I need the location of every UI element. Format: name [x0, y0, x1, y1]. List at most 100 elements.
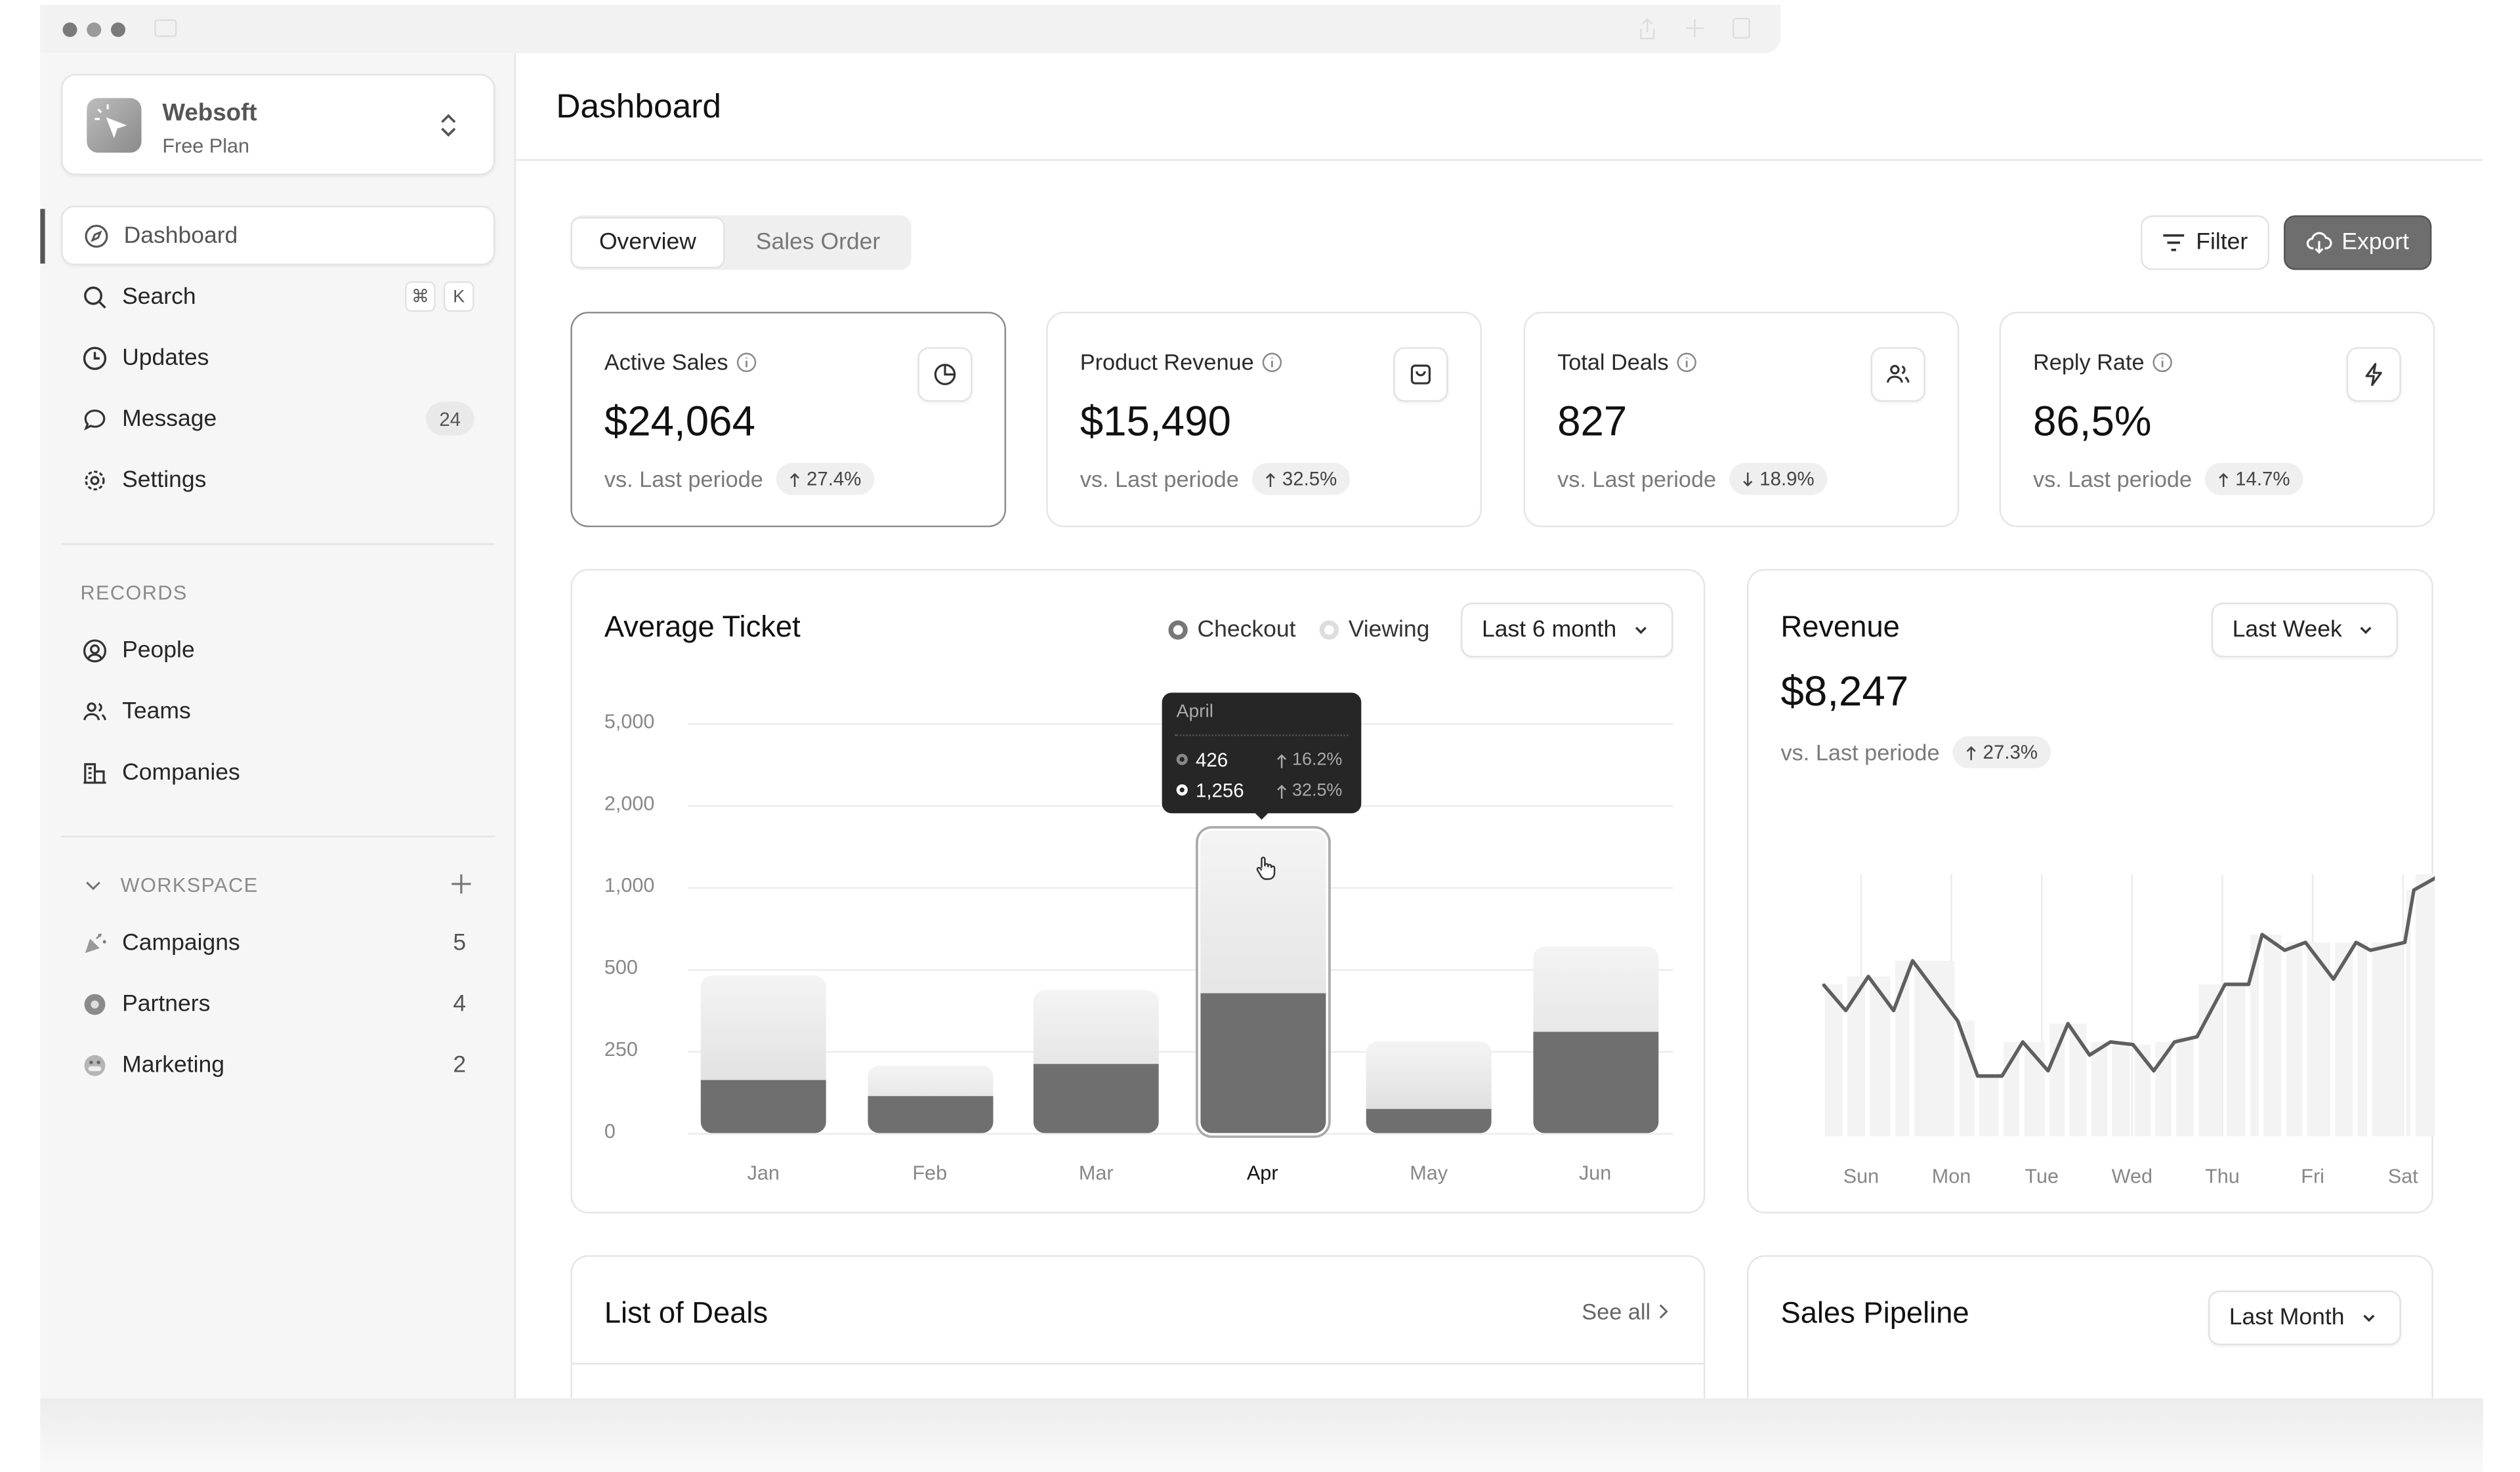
info-icon[interactable]	[1262, 351, 1283, 372]
workspace-logo	[87, 98, 142, 153]
sidebar-item-companies[interactable]: Companies	[61, 742, 495, 802]
average-ticket-chart: 0 250 500 1,000 2,000 5,000 Jan Feb Mar Apr May Jun	[572, 570, 1707, 1215]
sidebar-item-teams[interactable]: Teams	[61, 681, 495, 741]
kpi-comparison: vs. Last periode 14.7%	[2033, 463, 2303, 495]
comparison-label: vs. Last periode	[604, 466, 763, 492]
area-stripe	[2372, 942, 2402, 1137]
message-icon	[84, 408, 106, 430]
sidebar-item-campaigns[interactable]: Campaigns 5	[61, 913, 495, 973]
bar-may[interactable]	[1366, 1041, 1492, 1133]
pie-chart-button[interactable]	[917, 347, 973, 402]
chevron-down-icon	[2360, 627, 2372, 635]
sidebar-item-partners[interactable]: Partners 4	[61, 974, 495, 1034]
x-tick-label: Jan	[747, 1162, 780, 1185]
sidebar-item-search[interactable]: Search ⌘ K	[61, 267, 495, 327]
kpi-value: $15,490	[1080, 396, 1231, 446]
kpi-card[interactable]: Active Sales $24,064 vs. Last periode 27…	[570, 312, 1007, 528]
sidebar-item-settings[interactable]: Settings	[61, 450, 495, 510]
sidebar-item-dashboard[interactable]: Dashboard	[61, 205, 495, 266]
chevron-down-icon	[1635, 627, 1647, 635]
building-icon	[83, 762, 106, 784]
tooltip-change: 32.5%	[1292, 781, 1343, 801]
chevron-right-icon	[1659, 1304, 1668, 1319]
bar-jan[interactable]	[700, 975, 826, 1133]
line-point	[2224, 983, 2226, 986]
range-select[interactable]: Last 6 month	[1461, 602, 1673, 658]
line-point	[1977, 1075, 1979, 1077]
users-button[interactable]	[1870, 347, 1925, 402]
gear-icon	[85, 469, 105, 490]
x-tick-label: Sun	[1843, 1165, 1880, 1188]
shopping-bag-button[interactable]	[1393, 347, 1448, 402]
bar-apr[interactable]	[1200, 831, 1326, 1133]
y-tick-label: 1,000	[604, 874, 655, 897]
card-title: Revenue	[1780, 609, 1900, 643]
line-point	[2369, 949, 2372, 952]
sidebar-item-marketing[interactable]: Marketing 2	[61, 1035, 495, 1095]
revenue-chart: Sun Mon Tue Wed Thu Fri Sat	[1749, 570, 2435, 1215]
kpi-card[interactable]: Product Revenue $15,490 vs. Last periode…	[1046, 312, 1482, 528]
filter-button[interactable]: Filter	[2141, 215, 2269, 270]
bar-mar[interactable]	[1033, 990, 1159, 1133]
close-window-button[interactable]	[62, 22, 77, 37]
kpi-card[interactable]: Reply Rate 86,5% vs. Last periode 14.7%	[1999, 312, 2435, 528]
share-icon[interactable]	[1639, 18, 1655, 40]
minimize-window-button[interactable]	[87, 22, 102, 37]
workspace-name: Websoft	[162, 99, 257, 127]
info-icon[interactable]	[736, 351, 757, 372]
bar-feb[interactable]	[867, 1066, 993, 1133]
x-tick-label: Mon	[1931, 1165, 1971, 1188]
add-workspace-item-icon[interactable]	[452, 874, 471, 894]
copy-icon[interactable]	[1732, 17, 1750, 39]
legend-checkout[interactable]: Checkout	[1168, 617, 1296, 643]
gridline	[688, 1133, 1673, 1135]
sidebar-toggle-icon[interactable]	[154, 19, 177, 37]
lightning-button[interactable]	[2346, 347, 2401, 402]
chevron-down-icon[interactable]	[83, 876, 102, 895]
sidebar-item-message[interactable]: Message 24	[61, 389, 495, 449]
change-value: 32.5%	[1282, 467, 1337, 490]
export-button[interactable]: Export	[2284, 215, 2432, 270]
legend-viewing[interactable]: Viewing	[1319, 617, 1429, 643]
maximize-window-button[interactable]	[110, 22, 126, 37]
new-tab-icon[interactable]	[1686, 19, 1704, 37]
list-of-deals-card: List of Deals See all	[570, 1255, 1706, 1398]
info-icon[interactable]	[2152, 351, 2174, 372]
line-point	[1912, 959, 1914, 962]
bar-segment-checkout	[867, 1095, 993, 1133]
tab-overview[interactable]: Overview	[570, 217, 725, 268]
area-stripe	[2004, 1041, 2020, 1137]
kpi-label-text: Active Sales	[604, 348, 728, 375]
kpi-card[interactable]: Total Deals 827 vs. Last periode 18.9%	[1523, 312, 1960, 528]
kpi-comparison: vs. Last periode 18.9%	[1557, 463, 1828, 495]
change-value: 27.4%	[807, 467, 862, 490]
user-circle-icon	[83, 639, 107, 662]
range-select[interactable]: Last Week	[2211, 602, 2398, 658]
tooltip-change: 16.2%	[1292, 750, 1343, 770]
change-badge: 27.4%	[776, 463, 874, 495]
clock-icon	[83, 346, 107, 369]
line-point	[2355, 941, 2357, 944]
tab-bar: Overview Sales Order	[570, 215, 912, 270]
line-point	[2248, 983, 2250, 986]
range-select[interactable]: Last Month	[2208, 1290, 2401, 1345]
bar-segment-checkout	[1366, 1108, 1492, 1133]
sidebar-item-updates[interactable]: Updates	[61, 328, 495, 388]
line-point	[2261, 933, 2263, 936]
see-all-link[interactable]: See all	[1582, 1299, 1668, 1324]
bar-jun[interactable]	[1532, 946, 1658, 1133]
card-title: List of Deals	[604, 1295, 768, 1330]
kpi-comparison: vs. Last periode 27.4%	[604, 463, 874, 495]
info-icon[interactable]	[1677, 351, 1698, 372]
cloud-download-icon	[2306, 232, 2332, 254]
sidebar-item-people[interactable]: People	[61, 620, 495, 680]
revenue-line	[1822, 876, 2435, 1078]
tab-sales-order[interactable]: Sales Order	[755, 230, 881, 256]
workspace-switcher[interactable]: Websoft Free Plan	[61, 74, 495, 175]
window-shadow	[40, 1398, 2483, 1472]
line-point	[2022, 1041, 2024, 1043]
change-badge: 32.5%	[1251, 463, 1350, 495]
nav-label: Campaigns	[122, 929, 240, 956]
line-point	[1822, 983, 1824, 986]
kpi-value: 86,5%	[2032, 396, 2152, 446]
